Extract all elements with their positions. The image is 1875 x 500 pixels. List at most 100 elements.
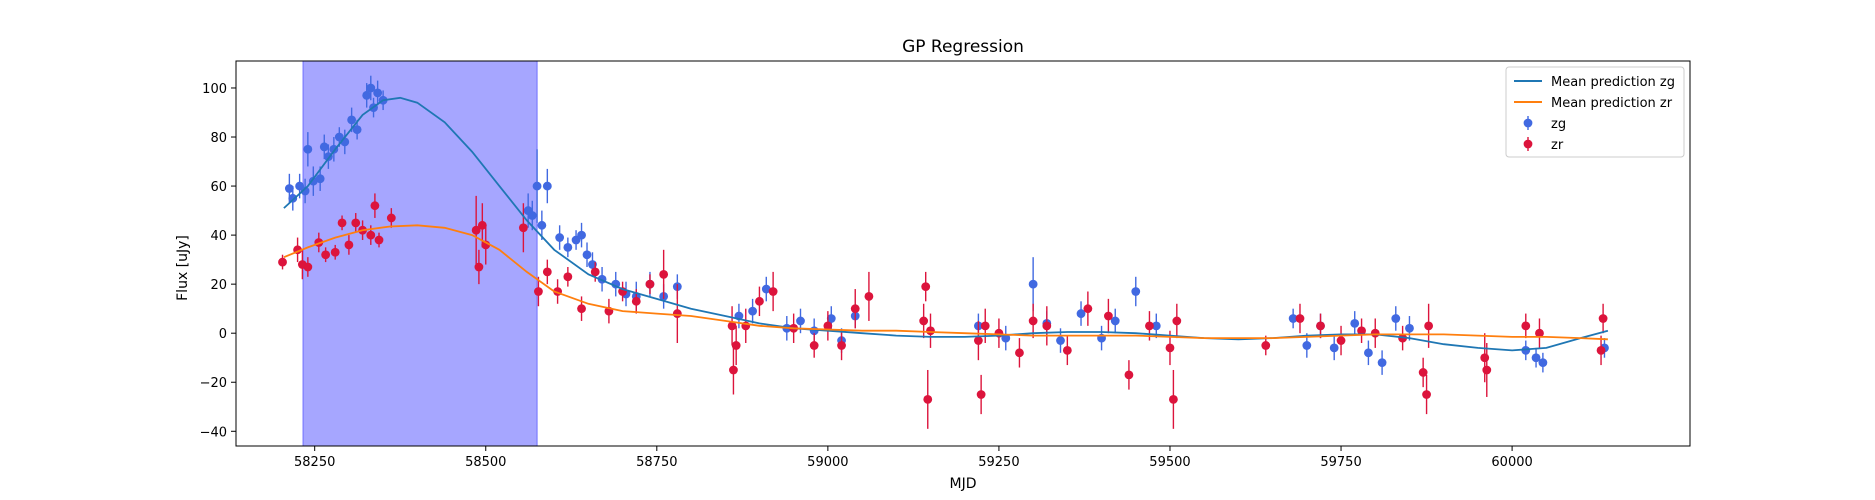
data-point — [748, 306, 757, 316]
x-tick-label: 59500 — [1149, 455, 1190, 470]
data-point — [1110, 316, 1120, 326]
data-point — [474, 262, 484, 272]
data-point — [542, 181, 552, 191]
data-point — [308, 176, 318, 186]
data-point — [1418, 368, 1428, 377]
axes: 58250 58500 58750 59000 59250 59500 59750 60000… — [200, 60, 1691, 470]
data-point — [1482, 365, 1492, 375]
data-point — [577, 304, 586, 314]
data-point — [1336, 336, 1346, 345]
data-point — [1131, 287, 1141, 296]
data-point — [672, 309, 682, 318]
data-point — [1377, 358, 1387, 368]
data-point — [321, 250, 331, 260]
data-point — [518, 223, 528, 233]
data-point — [1124, 370, 1134, 380]
data-point — [315, 174, 325, 184]
data-point — [1261, 341, 1271, 350]
data-point — [1028, 279, 1038, 289]
y-tick-label: 60 — [210, 180, 227, 195]
data-point — [532, 181, 542, 191]
data-point — [1350, 318, 1360, 328]
x-tick-label: 58750 — [636, 455, 677, 470]
x-tick-label: 59000 — [807, 455, 848, 470]
data-point — [1042, 321, 1052, 331]
chart-title: GP Regression — [902, 37, 1024, 57]
data-point — [1169, 395, 1178, 404]
data-point — [919, 316, 929, 326]
x-tick-label: 59750 — [1320, 455, 1361, 470]
y-tick-label: 80 — [210, 131, 227, 146]
x-tick-label: 58500 — [465, 455, 506, 470]
plot-area — [278, 61, 1609, 446]
y-tick-label: −40 — [200, 425, 227, 440]
data-point — [1538, 358, 1548, 368]
data-point — [1288, 314, 1298, 323]
data-point — [555, 233, 565, 242]
data-point — [471, 225, 481, 235]
data-point — [330, 247, 340, 257]
data-point — [727, 321, 737, 331]
data-point — [1391, 314, 1401, 323]
plot-content — [278, 61, 1609, 446]
y-tick-label: 100 — [202, 82, 227, 97]
data-point — [1145, 321, 1154, 331]
x-tick-label: 58250 — [294, 455, 335, 470]
data-point — [303, 262, 313, 272]
data-point — [1062, 345, 1072, 355]
data-point — [288, 193, 298, 203]
data-point — [534, 287, 543, 296]
data-point — [366, 230, 376, 240]
data-point — [973, 336, 983, 345]
data-point — [1596, 345, 1606, 355]
y-tick-label: 0 — [219, 327, 227, 342]
data-point — [837, 341, 846, 350]
data-point — [582, 250, 592, 260]
data-point — [1364, 348, 1373, 358]
data-point — [1295, 314, 1305, 323]
legend-label: zg — [1551, 117, 1566, 132]
data-point — [477, 220, 487, 230]
data-point — [1076, 309, 1086, 318]
data-point — [1405, 323, 1414, 333]
legend-swatch-marker — [1523, 118, 1533, 128]
data-point — [542, 267, 552, 277]
series-zr — [278, 193, 1608, 429]
y-tick-label: 40 — [210, 229, 227, 244]
legend-swatch-marker — [1523, 139, 1533, 149]
data-point — [344, 240, 354, 250]
highlight-span — [302, 61, 538, 446]
data-point — [980, 321, 990, 331]
data-point — [537, 220, 547, 230]
data-point — [1316, 321, 1325, 331]
x-tick-label: 60000 — [1491, 455, 1532, 470]
data-point — [761, 284, 771, 294]
data-point — [1028, 316, 1038, 326]
data-point — [577, 230, 586, 240]
data-point — [850, 304, 860, 314]
y-axis-label: Flux [uJy] — [175, 235, 191, 301]
data-point — [1302, 341, 1312, 350]
data-point — [278, 257, 287, 267]
data-point — [796, 316, 805, 326]
data-point — [923, 395, 933, 404]
data-point — [1480, 353, 1490, 363]
legend-label: Mean prediction zr — [1551, 96, 1673, 111]
data-point — [1104, 311, 1113, 321]
y-tick-label: −20 — [200, 376, 227, 391]
data-point — [347, 115, 357, 125]
data-point — [645, 279, 655, 289]
data-point — [1015, 348, 1024, 358]
y-tick-label: 20 — [210, 278, 227, 293]
data-point — [926, 326, 935, 336]
data-point — [303, 144, 313, 154]
data-point — [976, 390, 986, 399]
data-point — [337, 218, 347, 228]
data-point — [362, 90, 372, 100]
data-point — [351, 218, 361, 228]
legend-label: zr — [1551, 138, 1564, 153]
data-point — [1370, 328, 1380, 338]
data-point — [563, 272, 573, 282]
data-point — [352, 125, 362, 135]
data-point — [590, 267, 600, 277]
